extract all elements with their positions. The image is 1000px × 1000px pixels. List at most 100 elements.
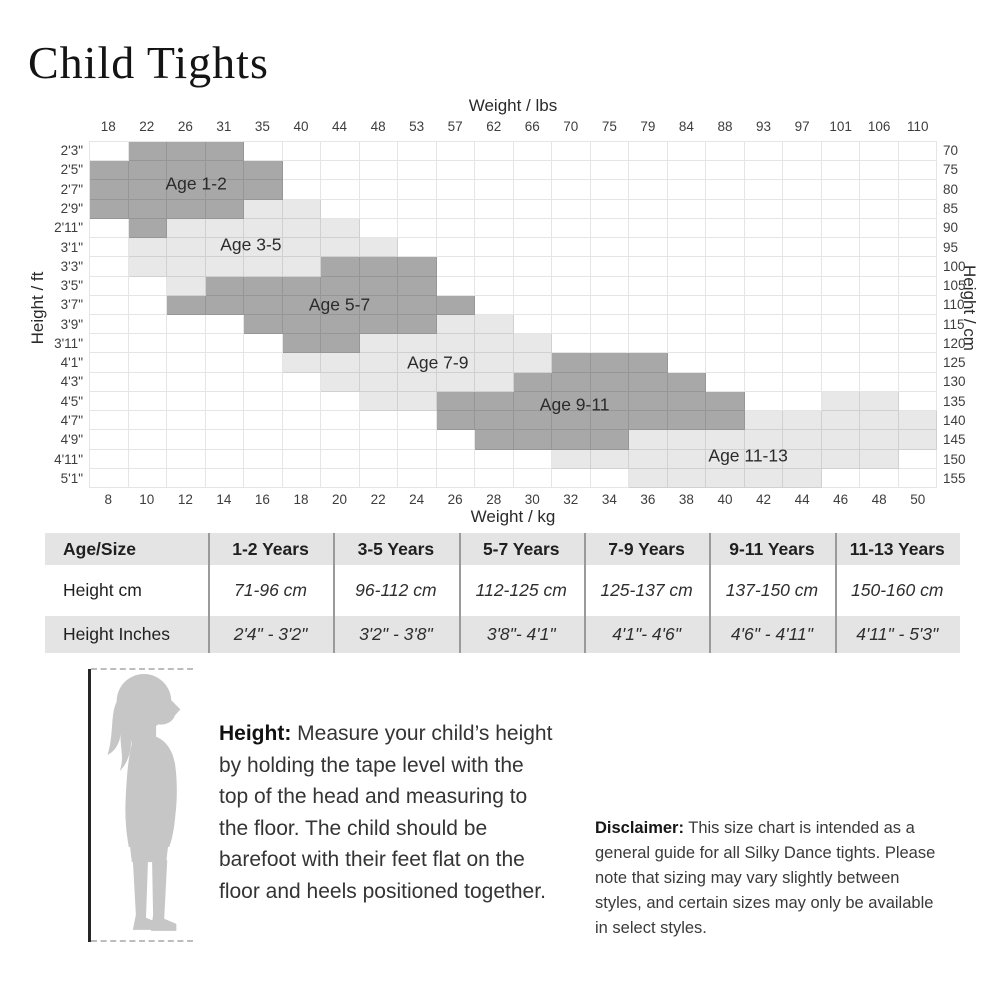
grid-cell [706,372,745,392]
grid-cell [282,314,321,335]
grid-cell [898,468,937,488]
tick-label: 85 [943,200,959,216]
grid-cell [783,391,822,412]
grid-cell [629,391,668,412]
table-column-divider [834,533,837,653]
tick-label: 2'9" [60,200,83,216]
grid-cell [860,257,899,277]
grid-cell [321,430,360,450]
grid-cell [398,314,437,335]
grid-cell [629,238,668,258]
grid-cell [321,199,360,219]
grid-cell [821,391,860,412]
table-column-divider [583,533,586,653]
grid-cell [513,238,552,258]
tick-label: 4'5" [60,393,83,409]
grid-cell [90,449,129,469]
grid-cell [821,353,860,373]
tick-label: 22 [139,119,155,134]
grid-cell [706,411,745,431]
grid-cell [282,372,321,392]
grid-cell [359,314,398,335]
grid-cell [860,295,899,315]
grid-cell [475,411,514,431]
grid-cell [282,430,321,450]
grid-cell [398,391,437,412]
grid-cell [321,295,360,315]
grid-cell [90,199,129,219]
tick-label: 2'5" [60,162,83,178]
tick-label: 3'3" [60,258,83,274]
grid-cell [475,353,514,373]
grid-cell [667,468,706,488]
grid-cell [205,353,244,373]
table-cell: 125-137 cm [583,568,710,613]
grid-cell [667,276,706,296]
grid-cell [244,334,283,354]
tick-label: 12 [177,492,193,507]
grid-cell [513,161,552,181]
disclaimer-label: Disclaimer: [595,818,684,837]
grid-cell [436,199,475,219]
grid-cell [128,430,167,450]
grid-cell [667,295,706,315]
top-axis-ticks: 18 22 26 31 35 40 44 48 53 57 62 66 70 75 79 84 88 93 97 10… [89,117,937,136]
table-cell: 1-2 Years [207,533,334,565]
grid-cell [282,449,321,469]
table-cell: 7-9 Years [583,533,710,565]
grid-cell [860,449,899,469]
grid-cell [205,391,244,412]
grid-cell [552,276,591,296]
grid-cell [898,199,937,219]
grid-cell [90,257,129,277]
grid-cell [321,218,360,239]
grid-cell [860,276,899,296]
grid-cell [552,257,591,277]
grid-cell [398,468,437,488]
grid-cell [821,372,860,392]
grid-cell [513,314,552,335]
grid-cell [744,314,783,335]
tick-label: 3'7" [60,297,83,313]
tick-label: 79 [640,119,656,134]
grid-cell [244,257,283,277]
grid-cell [821,180,860,200]
tick-label: 95 [943,239,959,255]
grid-cell [282,391,321,412]
grid-cell [898,218,937,239]
grid-cell [205,430,244,450]
grid-cell [321,314,360,335]
grid-cell [90,161,129,181]
grid-cell [398,142,437,162]
tick-label: 4'3" [60,374,83,390]
grid-cell [398,161,437,181]
grid-cell [783,218,822,239]
grid-cell [128,161,167,181]
grid-cell [860,411,899,431]
tick-label: 28 [486,492,502,507]
tick-label: 120 [943,335,966,351]
grid-cell [436,314,475,335]
grid-cell [321,161,360,181]
grid-cell [860,199,899,219]
grid-cell [821,238,860,258]
grid-cell [590,314,629,335]
grid-cell [821,468,860,488]
height-instructions-body: Measure your child’s height by holding t… [219,722,553,903]
grid-cell [629,430,668,450]
grid-cell [321,468,360,488]
grid-cell [128,295,167,315]
grid-cell [321,449,360,469]
grid-cell [321,391,360,412]
grid-cell [167,218,206,239]
grid-cell [321,257,360,277]
tick-label: 155 [943,470,966,486]
table-cell: 112-125 cm [458,568,584,613]
tick-label: 30 [524,492,540,507]
grid-cell [783,199,822,219]
grid-cell [128,411,167,431]
grid-cell [436,353,475,373]
grid-cell [475,142,514,162]
tick-label: 5'1" [60,470,83,486]
